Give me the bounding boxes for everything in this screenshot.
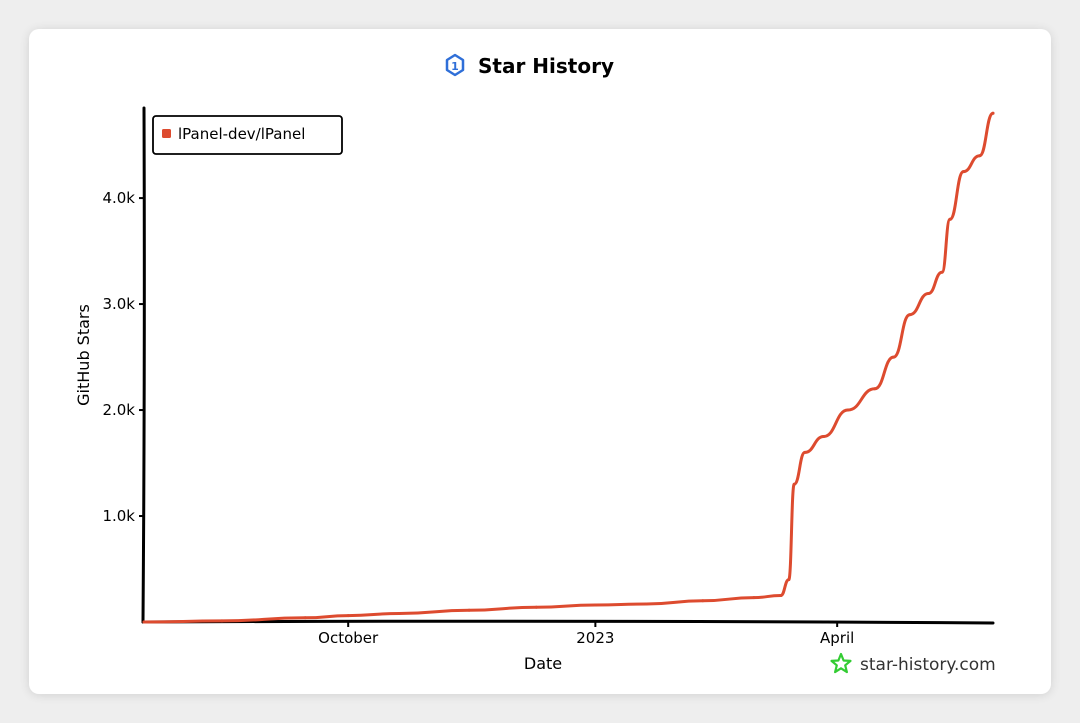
series-point — [961, 170, 965, 174]
series-layer — [142, 111, 995, 624]
series-point — [142, 620, 146, 624]
x-axis-line — [141, 619, 995, 625]
series-point — [779, 594, 783, 597]
series-point — [397, 612, 401, 615]
y-axis-ticks: 1.0k 2.0k 3.0k 4.0k — [102, 189, 144, 525]
y-tick-label: 3.0k — [102, 295, 135, 313]
series-line — [142, 111, 995, 624]
svg-text:1: 1 — [451, 60, 459, 73]
series-point — [346, 614, 350, 618]
series-point — [303, 616, 307, 620]
series-point — [991, 111, 995, 115]
x-axis-ticks: October 2023 April — [318, 622, 854, 647]
chart-title: Star History — [478, 54, 614, 78]
star-history-star-icon — [830, 652, 852, 674]
x-tick-label: April — [820, 629, 854, 647]
series-point — [978, 154, 982, 158]
series-point — [467, 608, 471, 612]
series-point — [822, 435, 826, 438]
y-tick-label: 4.0k — [102, 189, 135, 207]
series-point — [908, 313, 912, 317]
series-point — [787, 578, 791, 582]
x-axis-label: Date — [524, 654, 562, 673]
star-history-brand[interactable]: star-history.com — [830, 652, 996, 675]
legend: lPanel-dev/lPanel — [152, 115, 343, 155]
legend-label: lPanel-dev/lPanel — [178, 125, 305, 143]
series-point — [927, 292, 930, 295]
legend-swatch — [162, 129, 171, 138]
series-point — [534, 605, 538, 609]
series-point — [892, 355, 896, 359]
y-axis-line — [141, 106, 146, 624]
y-axis-label: GitHub Stars — [74, 304, 93, 406]
y-tick-label: 2.0k — [102, 401, 135, 419]
series-point — [873, 387, 877, 391]
series-point — [803, 450, 807, 454]
series-point — [792, 482, 796, 486]
series-point — [846, 408, 850, 412]
x-tick-label: October — [318, 629, 379, 647]
series-point — [940, 270, 944, 274]
series-point — [220, 619, 224, 623]
x-tick-label: 2023 — [576, 629, 614, 647]
title-logo-icon: 1 — [445, 53, 465, 77]
series-point — [948, 217, 952, 221]
series-point — [593, 603, 597, 607]
legend-box — [152, 115, 343, 155]
series-point — [701, 599, 705, 603]
star-history-link[interactable]: star-history.com — [860, 655, 996, 675]
y-tick-label: 1.0k — [102, 507, 135, 525]
series-point — [752, 596, 756, 600]
series-point — [644, 602, 648, 606]
